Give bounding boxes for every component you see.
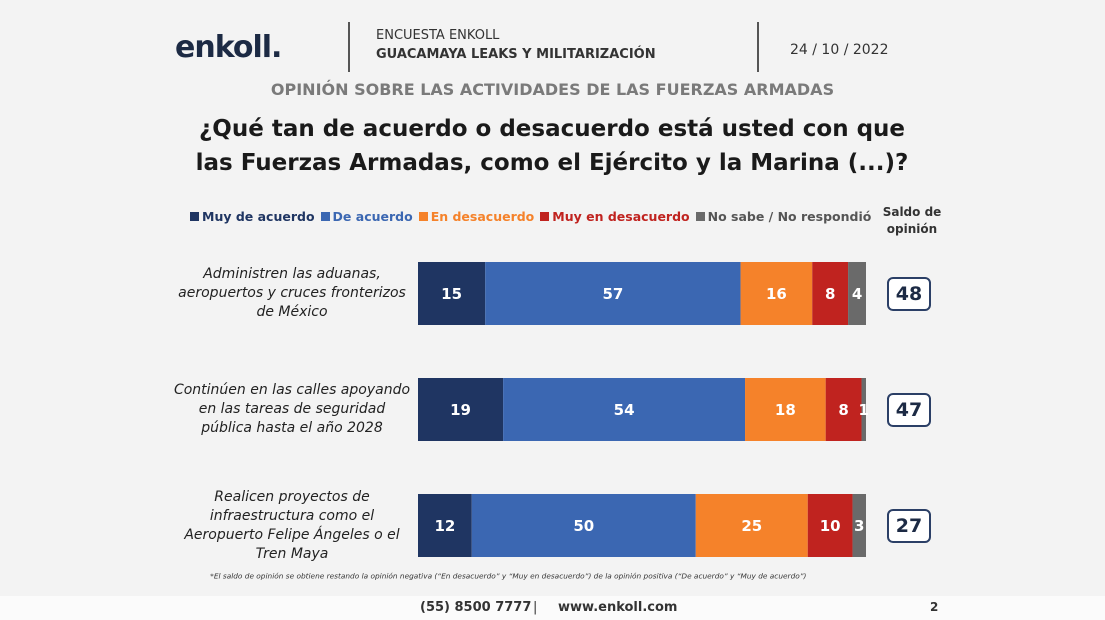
separator [348, 22, 350, 72]
value-label: 18 [775, 401, 796, 419]
category-label: Administren las aduanas, aeropuertos y c… [178, 266, 406, 320]
legend-label: No sabe / No respondió [707, 209, 872, 224]
legend-item: Muy en desacuerdo [540, 209, 690, 224]
chart-title: ¿Qué tan de acuerdo o desacuerdo está us… [195, 116, 909, 176]
footnote: *El saldo de opinión se obtiene restando… [210, 572, 807, 581]
balance-value: 47 [887, 392, 931, 427]
value-label: 19 [450, 401, 471, 419]
legend-swatch [190, 212, 199, 221]
bar-segment [418, 494, 472, 557]
bar-segment [807, 494, 853, 557]
legend-item: De acuerdo [320, 209, 413, 224]
legend-swatch [418, 212, 428, 221]
bar-segment [825, 378, 862, 441]
value-label: 12 [434, 517, 455, 535]
bar-segment [485, 262, 741, 325]
legend: Muy de acuerdo De acuerdo En desacuerdo Muy… [190, 209, 871, 224]
balance-value: 48 [887, 276, 931, 311]
date: 24 / 10 / 2022 [790, 42, 889, 58]
legend-item: Muy de acuerdo [190, 209, 315, 224]
value-label: 4 [852, 285, 862, 303]
bar-segment [418, 378, 504, 441]
bar-segment [418, 262, 486, 325]
bar-segment [745, 378, 826, 441]
footer [0, 596, 1105, 620]
logo: enkoll. [175, 30, 282, 65]
bar-segment [503, 378, 746, 441]
value-label: 57 [602, 285, 623, 303]
category-label: Continúen en las calles apoyando en las … [173, 382, 411, 436]
legend-label: En desacuerdo [430, 209, 535, 224]
chart-subtitle: OPINIÓN SOBRE LAS ACTIVIDADES DE LAS FUE… [270, 80, 835, 99]
legend-swatch [320, 212, 330, 221]
bar-segment [852, 494, 866, 557]
value-label: 8 [838, 401, 848, 419]
value-label: 15 [441, 285, 462, 303]
separator [757, 22, 759, 72]
footer-separator: | [533, 600, 538, 615]
value-label: 16 [766, 285, 787, 303]
balance-value: 27 [887, 508, 931, 543]
value-label: 1 [859, 401, 869, 419]
phone: (55) 8500 7777 [420, 600, 532, 615]
value-label: 54 [614, 401, 635, 419]
bar-segment [695, 494, 808, 557]
legend-label: Muy de acuerdo [202, 209, 315, 224]
legend-label: De acuerdo [332, 209, 413, 224]
survey-name: ENCUESTA ENKOLL [376, 28, 500, 43]
balance-label: Saldo de opinión [882, 205, 942, 236]
bar-segment [740, 262, 813, 325]
legend-item: No sabe / No respondió [695, 209, 872, 224]
survey-topic: GUACAMAYA LEAKS Y MILITARIZACIÓN [376, 47, 656, 62]
legend-label: Muy en desacuerdo [552, 209, 690, 224]
bar-segment [471, 494, 696, 557]
value-label: 10 [820, 517, 841, 535]
legend-swatch [695, 212, 705, 221]
category-label: Realicen proyectos de infraestructura co… [184, 488, 400, 562]
value-label: 3 [854, 517, 864, 535]
bar-segment [848, 262, 866, 325]
value-label: 8 [825, 285, 835, 303]
legend-swatch [540, 212, 550, 221]
website: www.enkoll.com [558, 600, 678, 615]
value-label: 50 [573, 517, 594, 535]
legend-item: En desacuerdo [418, 209, 535, 224]
page-number: 2 [930, 600, 939, 614]
bar-segment [812, 262, 849, 325]
bar-segment [861, 378, 866, 441]
value-label: 25 [741, 517, 762, 535]
